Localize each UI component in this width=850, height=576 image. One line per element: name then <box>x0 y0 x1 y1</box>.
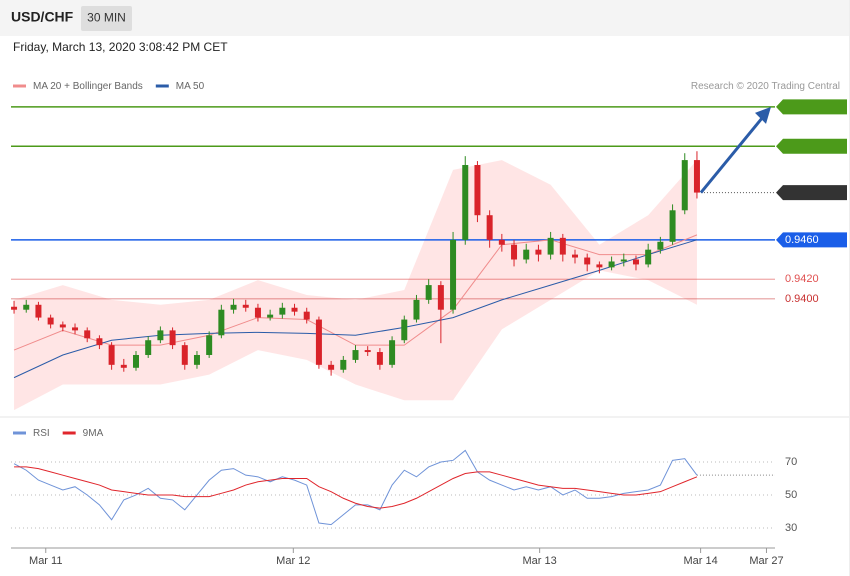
candle-body <box>108 345 115 365</box>
candle-body <box>47 317 54 325</box>
candle-body <box>352 350 359 360</box>
level-label: 0.9400 <box>785 293 819 305</box>
symbol: USD/CHF <box>11 9 74 25</box>
candle-body <box>230 304 237 310</box>
candle-body <box>279 307 286 315</box>
candle-body <box>364 350 371 353</box>
forecast-arrow <box>699 115 765 194</box>
candle-body <box>169 330 176 346</box>
candle-body <box>157 330 164 341</box>
level-tag <box>776 232 847 248</box>
x-tick-label: Mar 11 <box>29 555 62 567</box>
x-tick-label: Mar 13 <box>523 555 557 567</box>
candle-body <box>681 160 688 211</box>
interval[interactable]: 30 MIN <box>87 11 126 25</box>
candle-body <box>291 307 298 312</box>
legend-label: MA 50 <box>176 81 205 92</box>
header-bar <box>0 0 850 36</box>
interval-badge[interactable] <box>81 6 132 31</box>
candle-body <box>413 299 420 320</box>
timestamp: Friday, March 13, 2020 3:08:42 PM CET <box>13 40 228 54</box>
candle-body <box>23 304 30 310</box>
legend-label: MA 20 + Bollinger Bands <box>33 81 143 92</box>
candle-body <box>303 311 310 320</box>
forecast-arrowhead <box>755 106 771 124</box>
candle-body <box>620 259 627 262</box>
rsi-line <box>14 466 698 509</box>
candle-body <box>376 352 383 365</box>
level-tag <box>776 99 847 115</box>
candle-body <box>35 304 42 318</box>
legend-label: 9MA <box>83 428 104 439</box>
candle-body <box>96 338 103 346</box>
candle-body <box>511 244 518 260</box>
level-tag <box>776 185 847 201</box>
candle-body <box>401 319 408 341</box>
candle-body <box>72 327 79 331</box>
candle-body <box>657 241 664 250</box>
candle-body <box>84 330 91 339</box>
credit: Research © 2020 Trading Central <box>691 81 840 92</box>
candle-body <box>462 165 469 240</box>
candle-body <box>498 239 505 245</box>
candle-body <box>425 285 432 300</box>
candle-body <box>437 285 444 310</box>
candle-body <box>242 304 249 308</box>
candle-body <box>11 306 18 310</box>
x-tick-label: Mar 12 <box>276 555 310 567</box>
ma-line <box>13 239 698 379</box>
candle-body <box>608 261 615 268</box>
candle-body <box>145 340 152 355</box>
candle-body <box>632 259 639 265</box>
candle-body <box>486 215 493 240</box>
candle-body <box>193 354 200 365</box>
level-label: 0.9460 <box>785 234 819 246</box>
candle-body <box>206 335 213 355</box>
candle-body <box>132 354 139 368</box>
candle-body <box>181 345 188 365</box>
legend-label: RSI <box>33 428 50 439</box>
level-tag <box>776 138 847 154</box>
candle-body <box>340 359 347 370</box>
candle-body <box>254 307 261 318</box>
candle-body <box>572 254 579 258</box>
level-label: 0.9420 <box>785 273 819 285</box>
candle-body <box>693 160 700 193</box>
y-tick-label: 70 <box>785 456 797 468</box>
candle-body <box>450 239 457 310</box>
candle-body <box>474 165 481 216</box>
rsi-line <box>13 449 698 526</box>
y-tick-label: 50 <box>785 489 797 501</box>
candle-body <box>559 237 566 255</box>
candle-body <box>547 237 554 255</box>
x-tick-label: Mar 27 <box>749 555 783 567</box>
candle-body <box>523 249 530 260</box>
candle-body <box>267 314 274 318</box>
candle-body <box>535 249 542 255</box>
candle-body <box>218 309 225 336</box>
candle-body <box>645 249 652 265</box>
y-tick-label: 30 <box>785 522 797 534</box>
candle-body <box>328 364 335 370</box>
x-tick-label: Mar 14 <box>683 555 717 567</box>
candle-body <box>584 257 591 265</box>
candle-body <box>669 210 676 242</box>
candle-body <box>596 264 603 268</box>
candle-body <box>120 364 127 368</box>
candle-body <box>59 324 66 328</box>
candle-body <box>315 319 322 365</box>
bollinger-band <box>14 160 697 411</box>
candle-body <box>389 340 396 365</box>
